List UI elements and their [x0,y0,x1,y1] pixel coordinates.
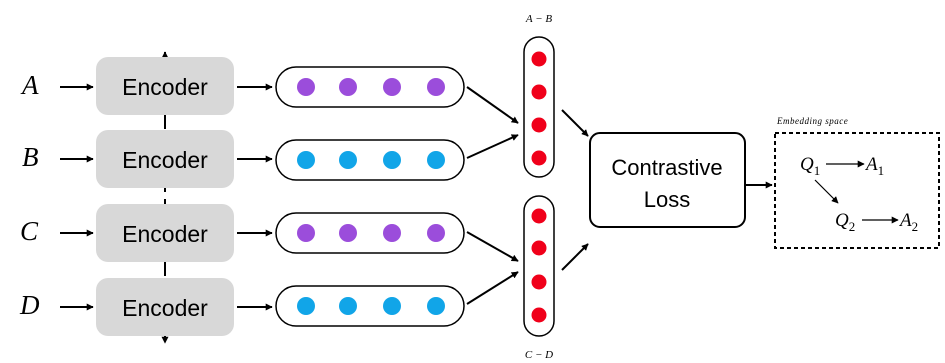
embedding-dot [427,78,445,96]
difference-label: C − D [525,349,553,361]
input-row: A Encoder [20,57,465,115]
input-row: C Encoder [20,204,465,262]
input-label: D [19,290,40,320]
difference-dot [531,150,547,166]
difference-dot [531,51,547,67]
embedding-space: Embedding space Q1 A1 Q2 A2 [774,116,940,249]
embedding-dot [297,78,315,96]
embedding-dot [383,151,401,169]
encoder-box [96,278,234,336]
embedding-space-title: Embedding space [776,116,848,126]
embedding-dot [383,78,401,96]
input-row: D Encoder [19,278,465,336]
diff-input-arrow [466,86,519,124]
loss-input-arrow [561,109,589,137]
encoder-box [96,130,234,188]
difference-dot [531,274,547,290]
loss-input-arrow [561,243,589,271]
embedding-dot [383,224,401,242]
encoder-label: Encoder [122,295,208,321]
embedding-dot [383,297,401,315]
embedding-a2: A2 [898,210,918,234]
difference-dot [531,307,547,323]
embedding-dot [297,297,315,315]
embedding-vector [275,139,465,181]
embedding-dot [427,151,445,169]
input-label: A [20,70,39,100]
difference-dot [531,84,547,100]
embedding-dot [339,224,357,242]
embedding-dot [297,224,315,242]
embedding-dot [427,297,445,315]
embedding-vector [275,212,465,254]
embedding-dot [339,151,357,169]
difference-vector-pill [523,195,555,337]
encoder-box [96,204,234,262]
embedding-space-box [774,132,940,249]
embedding-vector [275,66,465,108]
loss-label-line2: Loss [644,187,690,212]
difference-vector: A − B [523,13,555,178]
embedding-dot [339,297,357,315]
embedding-vector [275,285,465,327]
encoder-box [96,57,234,115]
encoder-label: Encoder [122,221,208,247]
embedding-dot [297,151,315,169]
loss-label-line1: Contrastive [611,155,722,180]
difference-dot [531,117,547,133]
diff-input-arrow [466,134,519,159]
difference-vector-pill [523,36,555,178]
difference-dot [531,240,547,256]
difference-label: A − B [525,13,552,25]
input-row: B Encoder [22,130,465,188]
difference-dot [531,208,547,224]
diff-input-arrow [466,271,519,305]
embedding-dot [339,78,357,96]
diff-input-arrow [466,231,519,262]
encoder-label: Encoder [122,74,208,100]
embedding-a1: A1 [864,154,884,178]
embedding-dot [427,224,445,242]
embedding-q2: Q2 [835,210,855,234]
contrastive-loss-box: Contrastive Loss [589,132,746,228]
input-label: C [20,216,39,246]
difference-vector: C − D [523,195,555,361]
input-label: B [22,142,39,172]
encoder-label: Encoder [122,147,208,173]
embedding-q1: Q1 [800,154,820,178]
q1-to-q2-arrow [814,179,839,204]
